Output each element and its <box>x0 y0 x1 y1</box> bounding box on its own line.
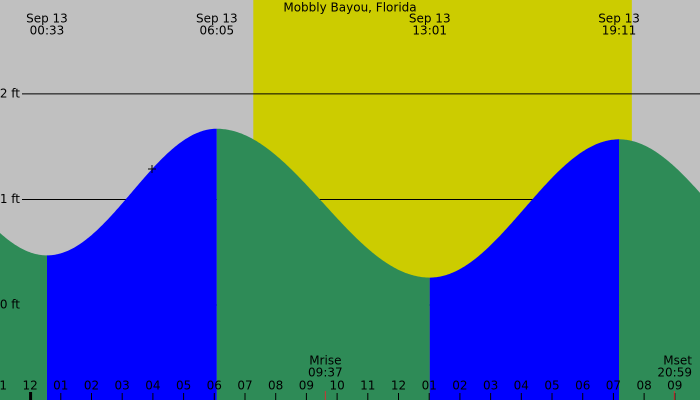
x-tick-label: 10 <box>329 379 344 393</box>
x-tick-label: 01 <box>53 379 68 393</box>
x-tick-label: 02 <box>452 379 467 393</box>
tide-date: Sep 13 <box>196 12 238 26</box>
x-tick-label: 06 <box>207 379 222 393</box>
tide-time: 00:33 <box>30 24 65 38</box>
x-tick-label: 12 <box>391 379 406 393</box>
x-tick-label: 03 <box>115 379 130 393</box>
x-tick-label: 06 <box>575 379 590 393</box>
x-tick-label: 08 <box>636 379 651 393</box>
y-tick-label: 2 ft <box>0 86 20 100</box>
tide-area <box>46 128 217 400</box>
y-tick-label: 0 ft <box>0 298 20 312</box>
tide-date: Sep 13 <box>26 12 68 26</box>
chart-title: Mobbly Bayou, Florida <box>283 1 416 15</box>
x-tick-label: 07 <box>606 379 621 393</box>
x-tick-label: 09 <box>667 379 682 393</box>
moon-label: Mrise <box>309 354 341 368</box>
moon-time: 20:59 <box>657 366 692 380</box>
tide-area <box>619 139 700 400</box>
tide-date: Sep 13 <box>409 12 451 26</box>
tide-area <box>429 139 620 400</box>
x-tick-label: 12 <box>22 379 37 393</box>
x-tick-label: 04 <box>145 379 160 393</box>
x-tick-label: 05 <box>544 379 559 393</box>
x-tick-label: 08 <box>268 379 283 393</box>
x-tick-label: 11 <box>0 379 7 393</box>
tide-time: 06:05 <box>200 24 235 38</box>
tide-date: Sep 13 <box>598 12 640 26</box>
tide-area <box>0 233 47 400</box>
tide-area <box>216 128 430 400</box>
x-tick-label: 05 <box>176 379 191 393</box>
x-tick-label: 03 <box>483 379 498 393</box>
x-tick-label: 04 <box>514 379 529 393</box>
tide-layer <box>0 128 700 400</box>
moon-label: Mset <box>663 354 692 368</box>
moon-time: 09:37 <box>308 366 343 380</box>
y-tick-label: 1 ft <box>0 192 20 206</box>
tide-time: 13:01 <box>412 24 447 38</box>
tide-time: 19:11 <box>602 24 637 38</box>
x-tick-label: 02 <box>84 379 99 393</box>
x-tick-label: 07 <box>237 379 252 393</box>
today-marker <box>29 392 33 400</box>
x-tick-label: 01 <box>422 379 437 393</box>
x-tick-label: 09 <box>299 379 314 393</box>
x-tick-label: 11 <box>360 379 375 393</box>
